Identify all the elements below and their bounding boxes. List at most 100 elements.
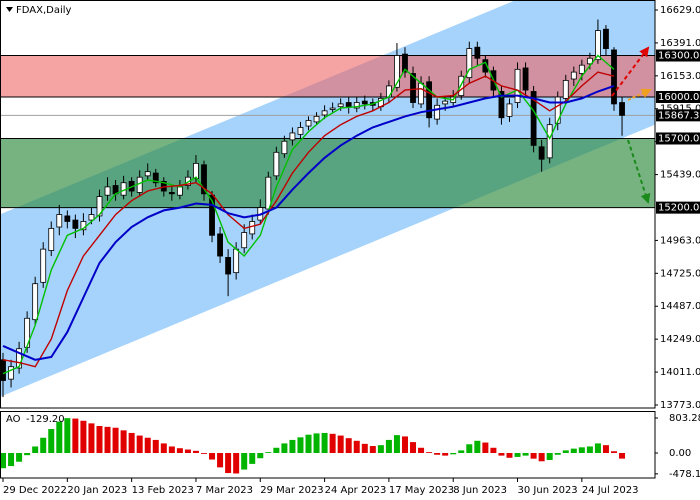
ao-bar xyxy=(337,435,344,453)
zone xyxy=(0,138,655,208)
ao-bar xyxy=(209,452,216,460)
y-tick-label: 15439.0 xyxy=(660,170,700,181)
level-box xyxy=(656,201,700,214)
ao-bar xyxy=(442,452,449,456)
candle-body xyxy=(313,115,320,123)
candle-body xyxy=(619,102,625,116)
ao-bar xyxy=(225,452,232,474)
candle-body xyxy=(233,248,240,274)
candle-body xyxy=(554,96,561,124)
candle-body xyxy=(578,64,585,74)
ao-bar xyxy=(353,440,360,453)
y-tick-label: 14011.0 xyxy=(660,367,700,378)
ao-plot xyxy=(0,418,626,474)
candle-body xyxy=(603,28,609,49)
ao-name: AO xyxy=(6,414,21,425)
ao-bar xyxy=(369,446,376,453)
ao-bar xyxy=(184,449,191,453)
ao-bar xyxy=(24,452,31,456)
ao-bar xyxy=(305,434,312,453)
y-tick-label: 16629.0 xyxy=(660,5,700,16)
ao-bar xyxy=(506,452,513,458)
candle-body xyxy=(176,186,183,196)
level-label: 16300.0 xyxy=(658,51,699,62)
ao-bar xyxy=(168,446,175,453)
x-tick-label: 29 Mar 2023 xyxy=(260,485,323,496)
candle-body xyxy=(538,146,545,160)
level-box xyxy=(656,132,700,145)
candle-body xyxy=(482,59,489,73)
y-tick-label: 14249.0 xyxy=(660,334,700,345)
ao-bar xyxy=(64,418,71,453)
ao-bar xyxy=(546,452,553,460)
x-tick-label: 17 May 2023 xyxy=(389,485,454,496)
candle-body xyxy=(498,91,505,119)
x-tick-label: 29 Dec 2022 xyxy=(3,485,67,496)
ao-bar xyxy=(393,435,400,453)
ao-bar xyxy=(490,447,497,453)
y-tick-label: 14487.0 xyxy=(660,301,700,312)
y-tick-label: 16153.0 xyxy=(660,71,700,82)
moving-average xyxy=(2,54,615,375)
ao-bar xyxy=(136,435,143,453)
ao-y-tick-label: 0.00 xyxy=(669,448,691,459)
ao-value: -129.20 xyxy=(26,414,65,425)
candle-body xyxy=(434,104,441,120)
ao-bar xyxy=(474,440,481,453)
x-tick-label: 24 Apr 2023 xyxy=(325,485,387,496)
candle-body xyxy=(64,215,71,222)
candle-body xyxy=(546,124,553,159)
bear-arrow xyxy=(627,139,651,204)
ao-bar xyxy=(273,447,280,453)
level-box xyxy=(656,49,700,62)
y-tick-label: 15915.0 xyxy=(660,104,700,115)
candle-body xyxy=(514,68,521,103)
ao-frame xyxy=(0,411,656,479)
price-plot xyxy=(0,0,655,398)
ao-bar xyxy=(530,452,537,459)
candle-body xyxy=(442,100,449,105)
ao-bar xyxy=(361,443,368,453)
candle-body xyxy=(152,172,159,184)
candle-body xyxy=(402,53,408,73)
chart-title: FDAX,Daily xyxy=(16,5,72,16)
ao-bar xyxy=(401,436,408,453)
ao-bar xyxy=(0,452,7,469)
candle-body xyxy=(289,132,296,141)
ao-bar xyxy=(570,448,577,453)
candle-body xyxy=(193,162,199,179)
ao-bar xyxy=(144,437,151,453)
current-price-box xyxy=(656,109,700,122)
ao-bar xyxy=(329,433,336,453)
candle-body xyxy=(466,48,473,79)
x-tick-label: 24 Jul 2023 xyxy=(582,485,639,496)
y-tick-label: 14963.0 xyxy=(660,235,700,246)
candle-body xyxy=(337,103,344,108)
ao-bar xyxy=(241,452,248,470)
candle-body xyxy=(321,110,328,116)
candle-body xyxy=(56,214,63,228)
ao-bar xyxy=(602,445,609,453)
x-tick-label: 30 Jun 2023 xyxy=(518,485,578,496)
current-price-label: 15867.3 xyxy=(658,110,699,121)
forecast-arrows xyxy=(611,46,652,204)
candle-body xyxy=(8,366,14,380)
x-tick-label: 7 Mar 2023 xyxy=(196,485,253,496)
ao-bar xyxy=(112,427,119,453)
ao-bar xyxy=(426,452,433,453)
candle-body xyxy=(353,102,360,109)
title-icon xyxy=(6,7,13,12)
ao-bar xyxy=(410,442,417,453)
ao-bar xyxy=(313,433,320,453)
ao-bar xyxy=(619,452,626,459)
ao-bar xyxy=(522,452,529,456)
ao-bar xyxy=(217,452,224,468)
candle-body xyxy=(88,214,95,221)
ao-bar xyxy=(96,425,103,453)
ao-bar xyxy=(16,452,23,462)
candle-body xyxy=(530,91,537,146)
bull-arrow xyxy=(611,46,650,97)
ao-bar xyxy=(482,442,489,453)
candle-body xyxy=(345,102,352,108)
